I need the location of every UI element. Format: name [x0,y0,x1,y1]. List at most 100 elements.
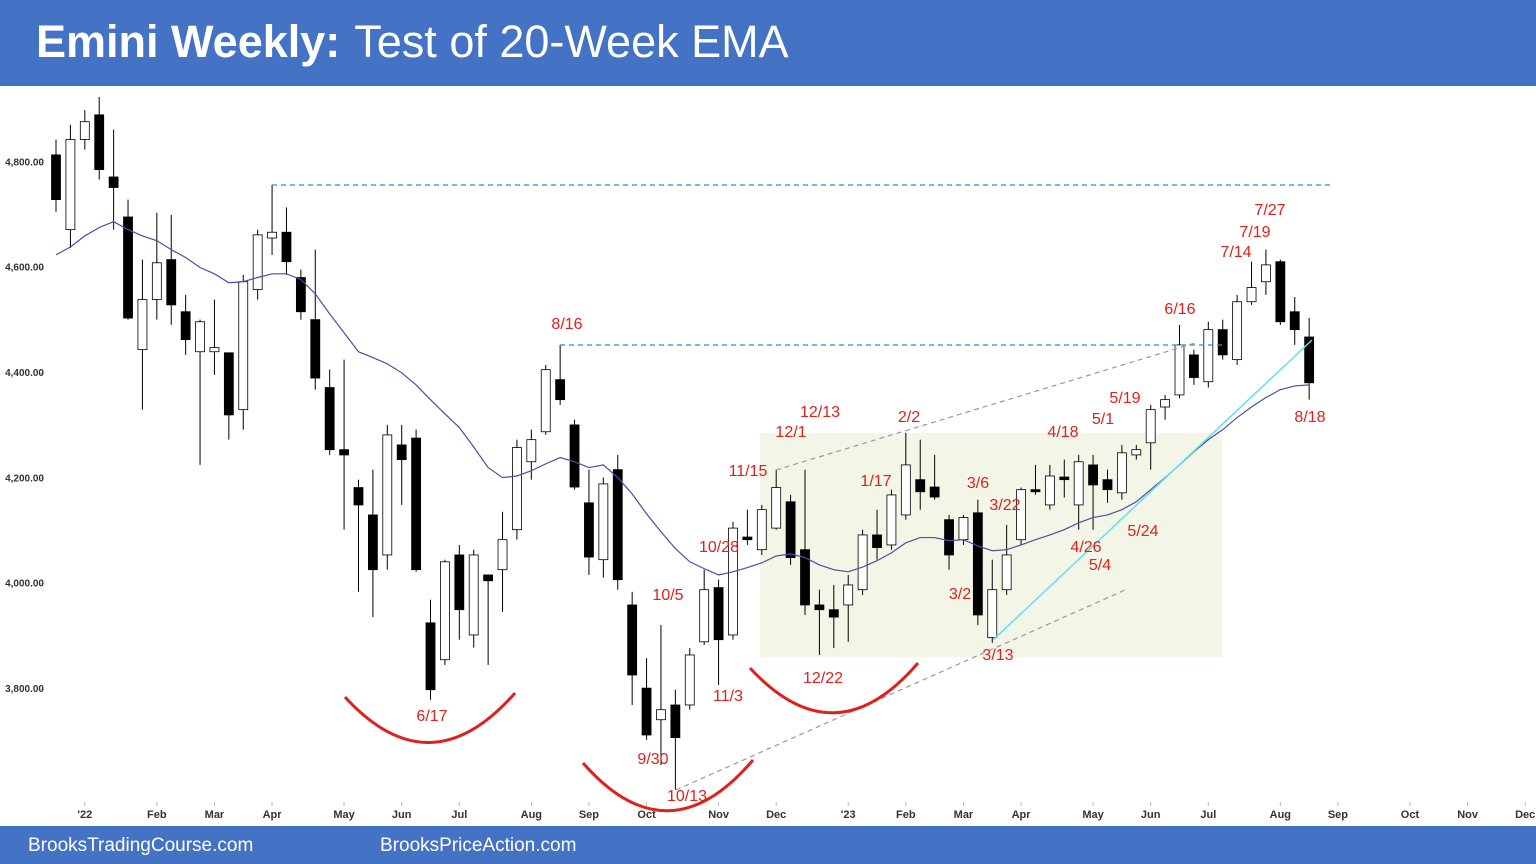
candle-body [814,604,825,611]
candle-body [310,319,321,379]
candle-body [728,527,738,636]
annotation: 4/18 [1047,424,1078,441]
candle-body [843,584,854,606]
annotation: 12/1 [775,424,806,441]
annotation: 8/16 [551,316,582,333]
x-tick-label: '22 [77,809,92,821]
candle [180,294,191,355]
title-bar [0,0,1536,86]
candle-body [209,347,220,353]
annotation: 6/16 [1164,301,1195,318]
candle [800,469,810,615]
x-tick-label: Oct [1401,809,1420,821]
candle [1304,318,1315,400]
candle-body [1189,354,1199,378]
annotation: 3/6 [967,475,989,492]
candle [1289,296,1300,345]
candle-body [771,487,782,529]
candle [512,439,522,540]
annotation: 7/19 [1239,224,1270,241]
x-tick-label: Jul [1200,809,1216,821]
candle-body [440,561,450,661]
candle [1001,524,1012,595]
candle [353,479,364,592]
footer-link: BrooksPriceAction.com [380,835,576,856]
y-tick-label: 4,000.00 [5,579,44,590]
candle-body [79,121,90,140]
candle [1217,319,1228,360]
candle-body [569,424,580,488]
candle [151,212,162,320]
candle [771,469,782,530]
title-lead: Emini Weekly: [36,16,340,67]
candle [857,529,868,595]
candle-body [180,311,191,341]
candle-body [425,622,436,691]
x-tick-label: Nov [708,809,730,821]
y-tick-label: 4,400.00 [5,368,44,379]
candle [1174,324,1185,399]
annotation: 6/17 [416,708,447,725]
candle [944,514,954,570]
candle [367,469,378,618]
x-tick-label: Apr [1012,809,1032,821]
candle-body [339,449,349,456]
candle [886,489,897,550]
y-tick-label: 3,800.00 [5,684,44,695]
candle-body [1073,461,1084,506]
x-tick-label: May [333,809,355,821]
candle [756,504,767,555]
x-tick-label: Mar [954,809,974,821]
candle [1116,444,1127,500]
candle-body [367,514,378,571]
candle-body [281,231,292,263]
x-tick-label: Sep [1328,809,1348,821]
candle [785,494,796,565]
x-tick-label: Jun [392,809,412,821]
candle-body [108,176,119,188]
candle-body [137,299,148,351]
candle [440,559,450,665]
candle [1275,259,1286,325]
candle [223,352,234,440]
candle-body [454,554,465,611]
candle [1044,464,1055,510]
x-tick-label: Mar [205,809,225,821]
candle-body [627,604,638,676]
candle-body [1160,399,1171,408]
candle [1073,454,1084,530]
candle [742,509,753,545]
candle [684,648,695,710]
x-tick-label: Oct [637,809,656,821]
channel-line [675,589,1126,791]
candle-body [1016,489,1026,541]
candle [382,424,393,570]
candle-body [223,352,234,416]
x-tick-label: Aug [521,809,542,821]
candle-body [555,379,566,401]
candle [627,591,638,705]
candle-body [540,369,551,433]
candle [713,579,724,685]
candle-body [857,534,868,591]
x-tick-label: Apr [263,809,283,821]
candle [238,274,249,430]
candle [425,599,436,700]
candle-body [1088,464,1098,486]
candle-body [497,539,508,571]
candle-body [699,589,710,643]
candle-body [295,277,306,313]
candle-body [598,483,609,561]
candle-body [238,281,249,411]
candle-body [1232,301,1243,361]
candle [295,269,306,320]
candle-body [1030,489,1041,493]
candle-body [785,501,796,558]
candle-body [252,234,263,291]
plot-area: 3,800.00 4,000.00 4,200.00 4,400.00 4,600.00… [5,96,1535,821]
candle-body [800,549,810,606]
candle-body [828,609,839,618]
annotation: 12/22 [803,670,843,687]
candle [396,424,407,505]
candle [324,369,335,455]
